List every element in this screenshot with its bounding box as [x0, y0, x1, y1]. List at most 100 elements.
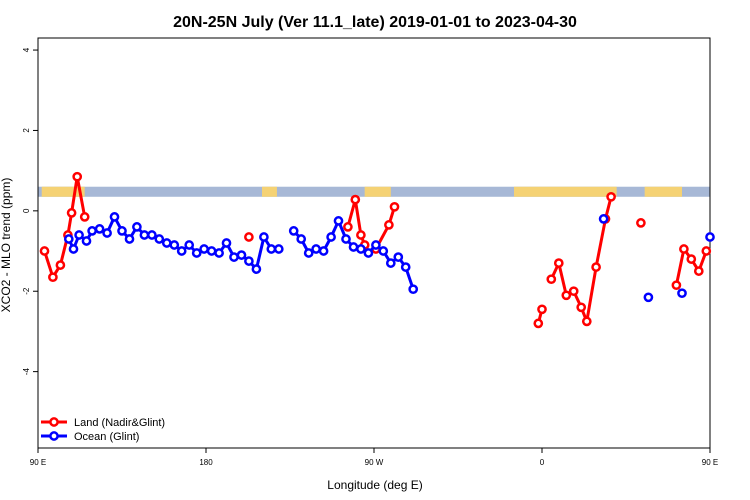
- data-point: [400, 262, 411, 272]
- data-point: [341, 234, 351, 244]
- land-segment: [364, 186, 391, 197]
- data-point: [537, 304, 547, 315]
- data-point: [273, 244, 284, 254]
- data-point: [244, 232, 254, 242]
- data-point: [701, 246, 712, 256]
- data-point: [244, 256, 254, 266]
- data-point: [176, 246, 187, 256]
- data-point: [553, 258, 564, 268]
- data-point: [576, 302, 587, 313]
- y-tick-label: 0: [22, 208, 31, 213]
- data-point: [221, 238, 232, 248]
- data-point: [39, 246, 50, 256]
- data-point: [94, 224, 105, 234]
- data-point: [356, 230, 366, 240]
- data-point: [199, 244, 209, 254]
- data-point: [693, 266, 704, 276]
- data-point: [102, 228, 112, 238]
- data-point: [214, 248, 224, 258]
- data-point: [79, 212, 90, 222]
- data-point: [109, 212, 120, 222]
- land-segment: [41, 186, 85, 197]
- data-point: [385, 258, 396, 268]
- y-tick-label: -2: [22, 287, 31, 295]
- legend-marker: [49, 417, 59, 427]
- data-point: [206, 246, 217, 256]
- y-tick-label: -4: [22, 368, 31, 376]
- data-point: [229, 252, 239, 262]
- data-point: [408, 284, 419, 295]
- data-point: [677, 288, 687, 299]
- data-point: [333, 216, 344, 226]
- data-point: [124, 234, 135, 244]
- data-point: [643, 292, 654, 303]
- series-line: [346, 198, 367, 246]
- legend-marker: [49, 431, 59, 441]
- x-tick-label: 180: [199, 458, 213, 467]
- data-point: [266, 244, 277, 254]
- y-tick-label: 4: [22, 47, 31, 52]
- data-point: [350, 194, 361, 205]
- data-point: [303, 248, 314, 258]
- data-point: [705, 232, 715, 242]
- data-point: [384, 220, 394, 230]
- data-point: [288, 226, 299, 236]
- data-point: [191, 248, 202, 258]
- land-segment: [262, 186, 277, 197]
- land-segment: [514, 186, 617, 197]
- data-point: [81, 236, 92, 246]
- data-point: [87, 226, 97, 236]
- data-point: [598, 214, 609, 224]
- y-axis-title: XCO2 - MLO trend (ppm): [0, 178, 13, 313]
- data-point: [679, 244, 689, 254]
- data-point: [139, 230, 150, 240]
- series-layer: [39, 171, 715, 329]
- data-point: [378, 246, 389, 256]
- data-point: [636, 218, 646, 228]
- data-point: [72, 171, 83, 182]
- data-point: [581, 316, 592, 327]
- data-point: [48, 272, 58, 283]
- data-point: [533, 318, 544, 329]
- data-point: [561, 290, 572, 301]
- y-tick-label: 2: [22, 128, 31, 133]
- data-point: [117, 226, 127, 236]
- data-point: [606, 191, 616, 202]
- data-point: [147, 230, 157, 240]
- data-point: [343, 222, 353, 232]
- data-point: [671, 280, 682, 291]
- data-point: [132, 222, 142, 232]
- data-point: [318, 246, 329, 256]
- data-point: [591, 262, 601, 272]
- data-point: [326, 232, 336, 242]
- data-point: [686, 254, 697, 264]
- data-point: [236, 250, 247, 260]
- data-point: [68, 244, 79, 254]
- data-point: [348, 242, 359, 252]
- data-point: [161, 238, 172, 248]
- data-point: [371, 240, 381, 250]
- land-segment: [644, 186, 682, 197]
- series-ocean: [63, 212, 715, 303]
- land-sea-strip: [38, 186, 710, 197]
- data-point: [74, 230, 84, 240]
- x-tick-label: 90 W: [365, 458, 384, 467]
- data-point: [63, 234, 74, 244]
- data-point: [259, 232, 269, 242]
- data-point: [363, 248, 374, 258]
- data-point: [311, 244, 321, 254]
- data-point: [393, 252, 404, 262]
- data-point: [169, 240, 180, 250]
- data-point: [356, 244, 366, 254]
- x-axis-title: Longitude (deg E): [327, 478, 422, 492]
- data-point: [55, 260, 66, 270]
- legend-label: Land (Nadir&Glint): [74, 417, 165, 429]
- data-point: [389, 201, 400, 212]
- data-point: [251, 264, 262, 274]
- data-point: [184, 240, 195, 250]
- x-axis-ticks: 90 E 180 90 W 0 90 E: [30, 448, 718, 467]
- data-point: [546, 274, 557, 285]
- data-point: [568, 286, 579, 297]
- legend: Land (Nadir&Glint) Ocean (Glint): [41, 417, 165, 443]
